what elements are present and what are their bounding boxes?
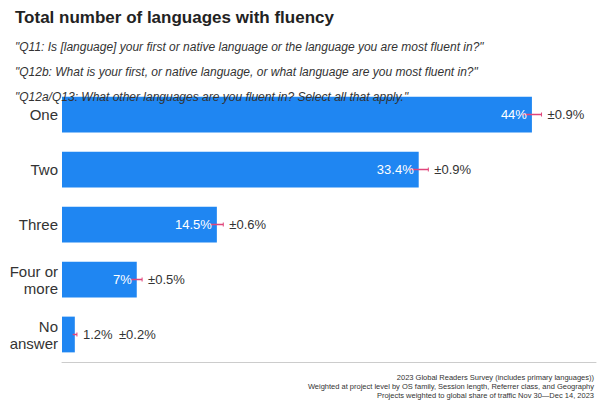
svg-text:"Q12b: What is your first, or: "Q12b: What is your first, or native lan… xyxy=(15,65,479,79)
svg-text:One: One xyxy=(30,106,58,123)
svg-text:±0.9%: ±0.9% xyxy=(548,107,585,122)
svg-text:±0.9%: ±0.9% xyxy=(434,162,471,177)
svg-text:"Q11: Is [language] your first: "Q11: Is [language] your first or native… xyxy=(15,40,484,54)
svg-text:Three: Three xyxy=(19,216,58,233)
svg-text:±0.2%: ±0.2% xyxy=(119,327,156,342)
svg-text:33.4%: 33.4% xyxy=(377,162,414,177)
svg-text:Two: Two xyxy=(30,161,58,178)
svg-text:14.5%: 14.5% xyxy=(175,217,212,232)
svg-text:Weighted at project level by O: Weighted at project level by OS family, … xyxy=(308,382,594,391)
svg-text:1.2%: 1.2% xyxy=(83,327,113,342)
svg-text:7%: 7% xyxy=(113,272,132,287)
svg-text:±0.5%: ±0.5% xyxy=(148,272,185,287)
svg-text:Total number of languages with: Total number of languages with fluency xyxy=(15,8,334,27)
svg-text:answer: answer xyxy=(10,335,58,352)
svg-text:±0.6%: ±0.6% xyxy=(229,217,266,232)
svg-text:more: more xyxy=(24,280,58,297)
svg-text:Four or: Four or xyxy=(10,263,58,280)
svg-text:2023 Global Readers Survey (in: 2023 Global Readers Survey (includes pri… xyxy=(397,373,595,382)
svg-text:Projects weighted to global sh: Projects weighted to global share of tra… xyxy=(377,391,594,400)
svg-text:No: No xyxy=(39,318,58,335)
svg-text:44%: 44% xyxy=(501,107,527,122)
svg-text:"Q12a/Q13: What other language: "Q12a/Q13: What other languages are you … xyxy=(15,90,409,104)
